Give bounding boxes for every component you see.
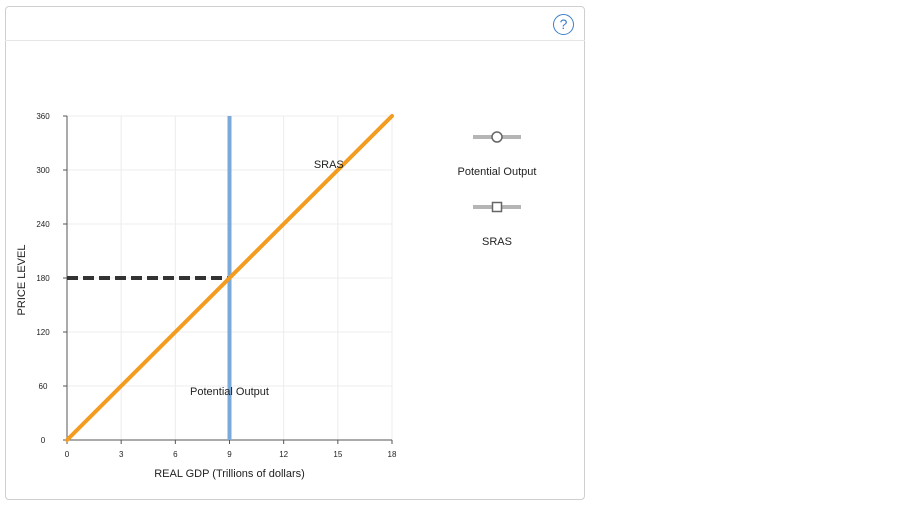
- x-tick-label: 0: [65, 450, 70, 459]
- x-tick-label: 3: [119, 450, 124, 459]
- graph-panel: [5, 6, 585, 500]
- x-tick-label: 18: [388, 450, 397, 459]
- legend-square-marker-icon[interactable]: [491, 201, 503, 213]
- x-tick-label: 9: [227, 450, 232, 459]
- y-axis-title: PRICE LEVEL: [16, 245, 28, 316]
- y-tick-label: 60: [39, 382, 48, 391]
- legend-circle-marker-icon[interactable]: [491, 131, 503, 143]
- legend-sras-label: SRAS: [482, 236, 512, 248]
- y-tick-label: 180: [36, 274, 50, 283]
- sras-curve-label: SRAS: [314, 159, 344, 171]
- x-tick-label: 6: [173, 450, 178, 459]
- help-button[interactable]: ?: [553, 14, 574, 35]
- y-tick-label: 360: [36, 112, 50, 121]
- legend-potential-output-label: Potential Output: [458, 166, 537, 178]
- y-tick-label: 120: [36, 328, 50, 337]
- y-tick-label: 240: [36, 220, 50, 229]
- x-tick-label: 12: [279, 450, 288, 459]
- sras-line[interactable]: [65, 114, 394, 442]
- x-tick-label: 15: [333, 450, 342, 459]
- x-axis-title: REAL GDP (Trillions of dollars): [154, 468, 305, 480]
- panel-header-divider: [5, 40, 585, 41]
- y-tick-label: 300: [36, 166, 50, 175]
- potential-output-curve-label: Potential Output: [190, 386, 269, 398]
- y-tick-label: 0: [41, 436, 46, 445]
